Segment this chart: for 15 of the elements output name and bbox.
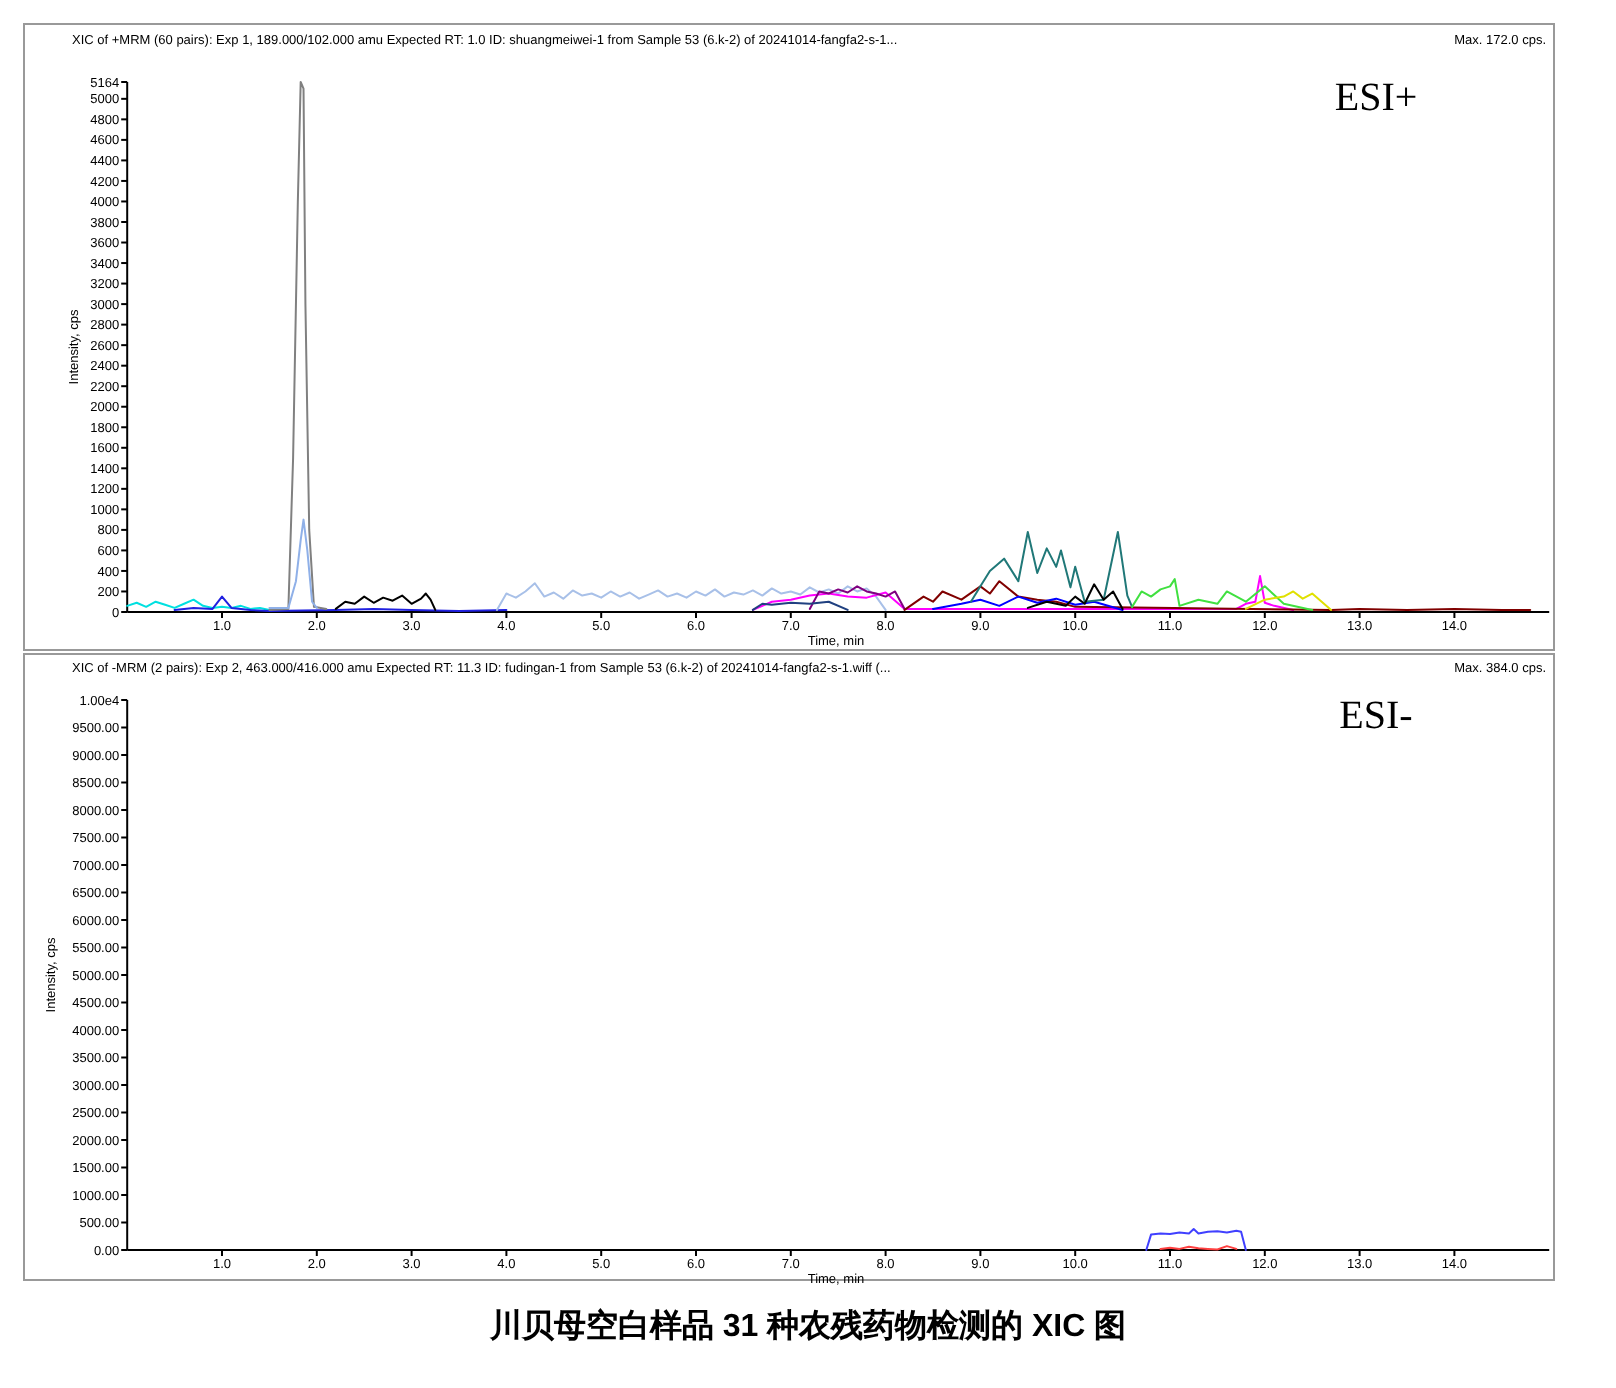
line-series: [932, 595, 1124, 611]
line-series: [751, 575, 1295, 611]
line-series: [173, 595, 508, 612]
line-series: [808, 585, 906, 610]
line-series: [268, 518, 318, 609]
annotation: ESI-: [1339, 694, 1413, 738]
line-series: [1244, 590, 1333, 611]
line-series: [903, 580, 1532, 611]
line-series: [1131, 578, 1314, 611]
text: 川贝母空白样品 31 种农残药物检测的 XIC 图: [487, 1308, 1127, 1344]
line-series: [1145, 1228, 1247, 1251]
annotation: ESI+: [1334, 76, 1418, 120]
line-series: [969, 530, 1134, 608]
line-series: [268, 81, 328, 611]
line-series: [495, 582, 887, 611]
